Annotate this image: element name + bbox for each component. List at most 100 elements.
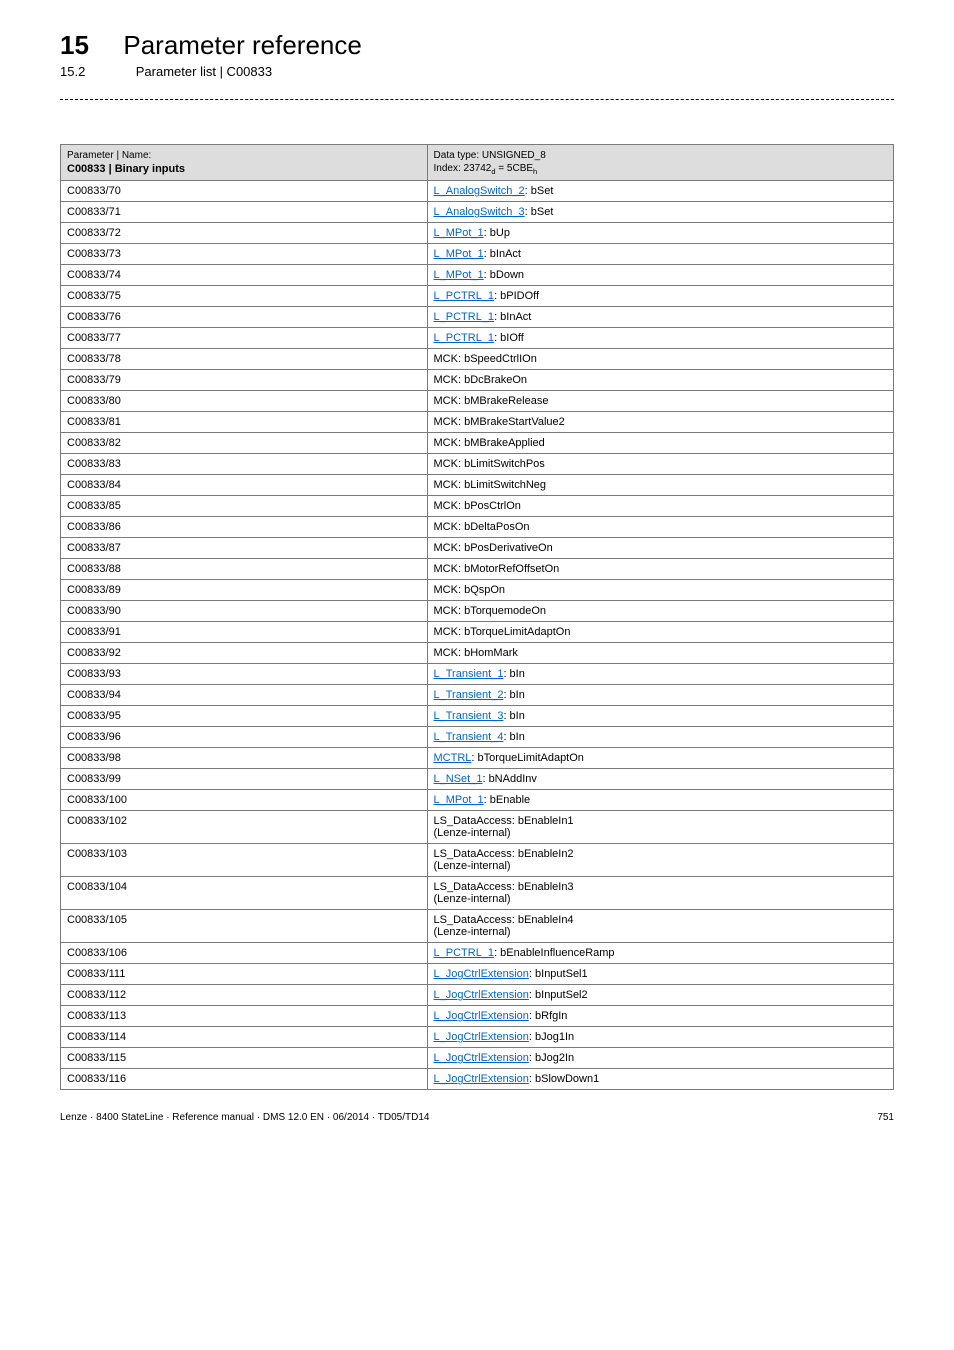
- table-row: C00833/111 L_JogCtrlExtension: bInputSel1: [61, 964, 894, 985]
- param-desc-cell: MCK: bHomMark: [427, 643, 893, 664]
- param-link[interactable]: L_PCTRL_1: [434, 332, 495, 344]
- param-text: MCK: bLimitSwitchPos: [434, 458, 545, 470]
- param-desc-cell: L_JogCtrlExtension: bJog1In: [427, 1027, 893, 1048]
- table-header-right: Data type: UNSIGNED_8 Index: 23742d = 5C…: [427, 145, 893, 181]
- param-code-cell: C00833/94: [61, 685, 428, 706]
- table-row: C00833/100L_MPot_1: bEnable: [61, 790, 894, 811]
- parameter-table: Parameter | Name: C00833 | Binary inputs…: [60, 144, 894, 1090]
- param-code-cell: C00833/95: [61, 706, 428, 727]
- param-link[interactable]: L_JogCtrlExtension: [434, 989, 529, 1001]
- param-link[interactable]: L_Transient_3: [434, 710, 504, 722]
- param-text: MCK: bMBrakeApplied: [434, 437, 545, 449]
- table-row: C00833/95L_Transient_3: bIn: [61, 706, 894, 727]
- param-link[interactable]: L_Transient_4: [434, 731, 504, 743]
- header-left-top: Parameter | Name:: [67, 150, 151, 161]
- param-desc-cell: L_JogCtrlExtension: bJog2In: [427, 1048, 893, 1069]
- param-link[interactable]: L_PCTRL_1: [434, 290, 495, 302]
- page-header: 15 Parameter reference 15.2 Parameter li…: [60, 30, 894, 81]
- param-desc-cell: L_PCTRL_1: bIOff: [427, 328, 893, 349]
- param-link[interactable]: L_JogCtrlExtension: [434, 1031, 529, 1043]
- table-row: C00833/91MCK: bTorqueLimitAdaptOn: [61, 622, 894, 643]
- table-row: C00833/88MCK: bMotorRefOffsetOn: [61, 559, 894, 580]
- param-text: MCK: bMotorRefOffsetOn: [434, 563, 560, 575]
- param-suffix: : bJog1In: [529, 1031, 574, 1043]
- param-suffix: : bRfgIn: [529, 1010, 568, 1022]
- table-row: C00833/98MCTRL: bTorqueLimitAdaptOn: [61, 748, 894, 769]
- param-suffix: : bPIDOff: [494, 290, 539, 302]
- param-code-cell: C00833/92: [61, 643, 428, 664]
- table-row: C00833/81MCK: bMBrakeStartValue2: [61, 412, 894, 433]
- param-link[interactable]: L_Transient_1: [434, 668, 504, 680]
- param-code-cell: C00833/99: [61, 769, 428, 790]
- param-suffix: : bEnableInfluenceRamp: [494, 947, 614, 959]
- param-code-cell: C00833/93: [61, 664, 428, 685]
- param-desc-cell: MCK: bSpeedCtrlIOn: [427, 349, 893, 370]
- param-desc-cell: L_Transient_1: bIn: [427, 664, 893, 685]
- param-code-cell: C00833/114: [61, 1027, 428, 1048]
- param-desc-cell: MCK: bTorquemodeOn: [427, 601, 893, 622]
- param-link[interactable]: L_JogCtrlExtension: [434, 1010, 529, 1022]
- param-desc-cell: MCK: bMBrakeRelease: [427, 391, 893, 412]
- table-row: C00833/84MCK: bLimitSwitchNeg: [61, 475, 894, 496]
- param-link[interactable]: L_JogCtrlExtension: [434, 1073, 529, 1085]
- param-link[interactable]: L_JogCtrlExtension: [434, 1052, 529, 1064]
- footer-page-number: 751: [877, 1112, 894, 1123]
- section-title: Parameter list | C00833: [136, 64, 272, 79]
- param-code-cell: C00833/83: [61, 454, 428, 475]
- param-text: (Lenze-internal): [434, 926, 511, 938]
- param-link[interactable]: L_MPot_1: [434, 227, 484, 239]
- param-suffix: : bDown: [484, 269, 524, 281]
- param-link[interactable]: L_PCTRL_1: [434, 947, 495, 959]
- table-row: C00833/105LS_DataAccess: bEnableIn4(Lenz…: [61, 910, 894, 943]
- param-link[interactable]: L_MPot_1: [434, 248, 484, 260]
- table-row: C00833/86 MCK: bDeltaPosOn: [61, 517, 894, 538]
- param-code-cell: C00833/77: [61, 328, 428, 349]
- header-left-bottom: C00833 | Binary inputs: [67, 163, 185, 175]
- param-desc-cell: MCK: bTorqueLimitAdaptOn: [427, 622, 893, 643]
- param-text: MCK: bQspOn: [434, 584, 506, 596]
- footer-left: Lenze · 8400 StateLine · Reference manua…: [60, 1112, 429, 1123]
- param-code-cell: C00833/106: [61, 943, 428, 964]
- param-link[interactable]: MCTRL: [434, 752, 472, 764]
- param-code-cell: C00833/116: [61, 1069, 428, 1090]
- param-suffix: : bInputSel1: [529, 968, 588, 980]
- table-row: C00833/85MCK: bPosCtrlOn: [61, 496, 894, 517]
- table-row: C00833/113L_JogCtrlExtension: bRfgIn: [61, 1006, 894, 1027]
- param-link[interactable]: L_MPot_1: [434, 269, 484, 281]
- param-suffix: : bSlowDown1: [529, 1073, 599, 1085]
- param-text: MCK: bTorquemodeOn: [434, 605, 547, 617]
- param-desc-cell: L_PCTRL_1: bEnableInfluenceRamp: [427, 943, 893, 964]
- param-desc-cell: MCTRL: bTorqueLimitAdaptOn: [427, 748, 893, 769]
- param-text: MCK: bMBrakeRelease: [434, 395, 549, 407]
- param-text: (Lenze-internal): [434, 860, 511, 872]
- param-text: MCK: bDeltaPosOn: [434, 521, 530, 533]
- table-row: C00833/112L_JogCtrlExtension: bInputSel2: [61, 985, 894, 1006]
- param-link[interactable]: L_AnalogSwitch_2: [434, 185, 525, 197]
- param-link[interactable]: L_NSet_1: [434, 773, 483, 785]
- param-text: MCK: bPosDerivativeOn: [434, 542, 553, 554]
- param-desc-cell: L_MPot_1: bUp: [427, 223, 893, 244]
- param-link[interactable]: L_Transient_2: [434, 689, 504, 701]
- param-link[interactable]: L_JogCtrlExtension: [434, 968, 529, 980]
- table-row: C00833/93L_Transient_1: bIn: [61, 664, 894, 685]
- table-row: C00833/114L_JogCtrlExtension: bJog1In: [61, 1027, 894, 1048]
- table-row: C00833/82MCK: bMBrakeApplied: [61, 433, 894, 454]
- param-suffix: : bSet: [525, 185, 554, 197]
- table-row: C00833/70L_AnalogSwitch_2: bSet: [61, 181, 894, 202]
- param-suffix: : bNAddInv: [482, 773, 536, 785]
- param-text: MCK: bHomMark: [434, 647, 518, 659]
- param-desc-cell: L_AnalogSwitch_3: bSet: [427, 202, 893, 223]
- table-row: C00833/76L_PCTRL_1: bInAct: [61, 307, 894, 328]
- param-code-cell: C00833/74: [61, 265, 428, 286]
- param-desc-cell: MCK: bPosDerivativeOn: [427, 538, 893, 559]
- param-link[interactable]: L_MPot_1: [434, 794, 484, 806]
- param-text: (Lenze-internal): [434, 893, 511, 905]
- param-text: LS_DataAccess: bEnableIn1: [434, 815, 574, 827]
- param-code-cell: C00833/111: [61, 964, 428, 985]
- param-link[interactable]: L_AnalogSwitch_3: [434, 206, 525, 218]
- table-row: C00833/73L_MPot_1: bInAct: [61, 244, 894, 265]
- param-code-cell: C00833/86: [61, 517, 428, 538]
- param-suffix: : bSet: [525, 206, 554, 218]
- divider: [60, 99, 894, 100]
- param-link[interactable]: L_PCTRL_1: [434, 311, 495, 323]
